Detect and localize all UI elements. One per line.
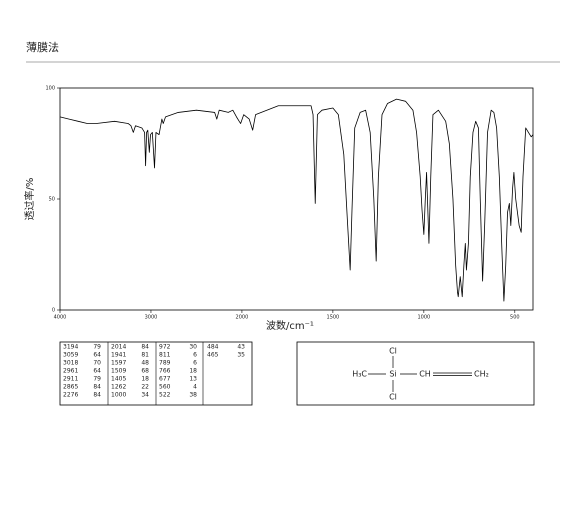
atom: CH: [419, 370, 431, 379]
x-tick-label: 1500: [327, 315, 340, 321]
y-axis-label: 透过率/%: [23, 178, 36, 221]
peak-wavenumber: 1262: [111, 384, 126, 391]
y-tick-label: 0: [52, 308, 55, 314]
atom: H₃C: [352, 370, 367, 379]
peak-wavenumber: 2865: [63, 384, 78, 391]
plot-frame: [59, 87, 534, 311]
peak-wavenumber: 677: [159, 376, 171, 383]
peak-wavenumber: 2014: [111, 344, 126, 351]
peak-transmittance: 64: [93, 368, 101, 375]
x-tick-label: 2000: [236, 315, 249, 321]
peak-wavenumber: 1597: [111, 360, 126, 367]
peak-transmittance: 68: [141, 368, 149, 375]
peak-wavenumber: 766: [159, 368, 171, 375]
x-tick-label: 4000: [54, 315, 67, 321]
peak-transmittance: 6: [193, 352, 197, 359]
peak-transmittance: 38: [189, 392, 197, 399]
peak-transmittance: 13: [189, 376, 197, 383]
x-tick-label: 1000: [417, 315, 430, 321]
peak-wavenumber: 560: [159, 384, 171, 391]
peak-wavenumber: 3194: [63, 344, 78, 351]
page-title: 薄膜法: [26, 40, 59, 54]
peak-wavenumber: 789: [159, 360, 171, 367]
peak-wavenumber: 1405: [111, 376, 126, 383]
x-axis-label: 波数/cm⁻¹: [266, 319, 314, 332]
atom: Cl: [389, 393, 397, 402]
peak-wavenumber: 1509: [111, 368, 126, 375]
atom: Cl: [389, 347, 397, 356]
structure-frame: [296, 341, 535, 406]
peak-transmittance: 35: [237, 352, 245, 359]
spectrum-line: [59, 98, 534, 302]
peak-transmittance: 4: [193, 384, 197, 391]
atom: CH₂: [474, 370, 489, 379]
peak-wavenumber: 2276: [63, 392, 78, 399]
peak-transmittance: 79: [93, 344, 101, 351]
atom: Si: [389, 370, 396, 379]
peak-transmittance: 34: [141, 392, 149, 399]
peak-transmittance: 79: [93, 376, 101, 383]
peak-wavenumber: 465: [207, 352, 219, 359]
x-tick-label: 3000: [145, 315, 158, 321]
peak-wavenumber: 484: [207, 344, 219, 351]
peak-transmittance: 84: [141, 344, 149, 351]
x-tick-label: 500: [510, 315, 520, 321]
peak-transmittance: 18: [141, 376, 149, 383]
peak-transmittance: 43: [237, 344, 245, 351]
peak-transmittance: 70: [93, 360, 101, 367]
y-tick-label: 50: [49, 197, 55, 203]
peak-wavenumber: 522: [159, 392, 171, 399]
peak-transmittance: 64: [93, 352, 101, 359]
peak-transmittance: 48: [141, 360, 149, 367]
peak-wavenumber: 972: [159, 344, 171, 351]
peak-transmittance: 22: [141, 384, 149, 391]
peak-wavenumber: 1941: [111, 352, 126, 359]
peak-wavenumber: 2911: [63, 376, 78, 383]
peak-wavenumber: 2961: [63, 368, 78, 375]
peak-wavenumber: 3018: [63, 360, 78, 367]
peak-transmittance: 30: [189, 344, 197, 351]
structure: Cl Si Cl H₃C CH CH₂: [296, 341, 535, 406]
peak-transmittance: 81: [141, 352, 149, 359]
peak-wavenumber: 3059: [63, 352, 78, 359]
peak-wavenumber: 1000: [111, 392, 126, 399]
peak-transmittance: 18: [189, 368, 197, 375]
y-tick-label: 100: [45, 86, 55, 92]
peak-wavenumber: 811: [159, 352, 171, 359]
peak-transmittance: 84: [93, 392, 101, 399]
peak-transmittance: 84: [93, 384, 101, 391]
peak-transmittance: 6: [193, 360, 197, 367]
